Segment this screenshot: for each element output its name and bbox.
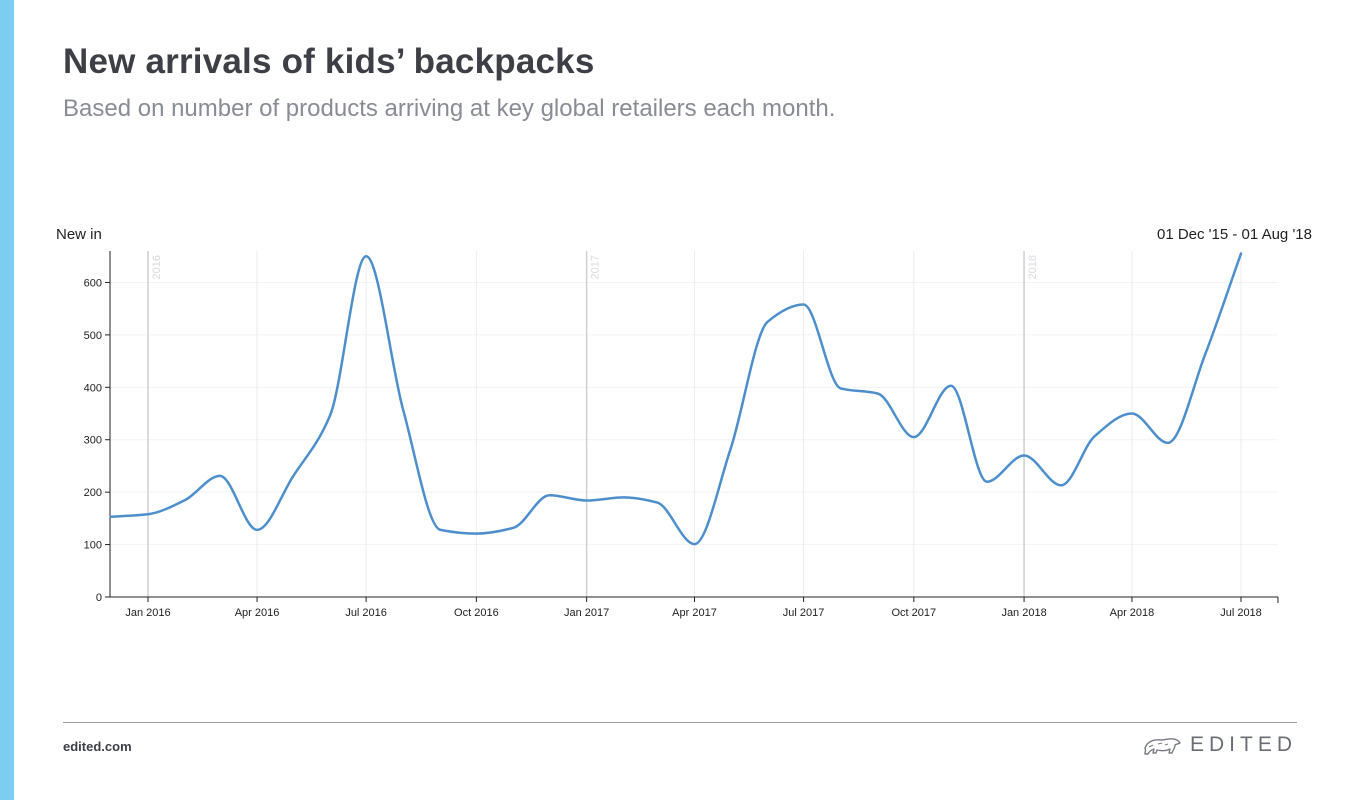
data-point [876,392,879,395]
gridlines: 2016 2017 2018 [110,251,1278,597]
brand-logo: EDITED [1142,733,1297,757]
data-point [475,532,478,535]
accent-bar [0,0,14,800]
y-tick-label: 300 [84,435,102,447]
data-point [693,543,696,546]
data-point [256,528,259,531]
data-point [329,414,332,417]
x-tick-label: Jul 2017 [783,607,825,619]
chart-title: New arrivals of kids’ backpacks [63,42,595,81]
data-point [622,496,625,499]
data-point [218,474,221,477]
data-point [585,499,588,502]
y-tick-label: 100 [84,540,102,552]
year-marker-label: 2017 [590,255,602,279]
data-point [802,303,805,306]
data-point [548,494,551,497]
y-tick-label: 0 [96,592,102,604]
x-tick-label: Jan 2016 [125,607,170,619]
data-point [839,387,842,390]
y-tick-label: 500 [84,330,102,342]
x-tick-label: Jan 2017 [564,607,609,619]
x-tick-label: Apr 2017 [672,607,717,619]
series-group [109,252,1243,546]
brand-name: EDITED [1189,733,1297,756]
data-point [912,436,915,439]
year-marker-label: 2018 [1027,255,1039,279]
footer-divider [63,722,1297,723]
x-tick-label: Oct 2016 [454,607,499,619]
data-point [1239,252,1242,255]
data-point [1203,353,1206,356]
data-point [439,528,442,531]
data-point [1130,412,1133,415]
x-tick-label: Apr 2016 [235,607,280,619]
y-axis-label: New in [56,226,102,243]
data-point [291,475,294,478]
data-point [656,501,659,504]
data-point [1166,441,1169,444]
axes [105,251,1279,603]
data-point [985,480,988,483]
polar-bear-icon [1144,738,1181,755]
tick-labels: 0 100 200 300 400 500 600 Jan 2016 Apr 2016 Jul 2… [84,277,1262,619]
data-point [766,320,769,323]
x-tick-label: Apr 2018 [1110,607,1155,619]
x-tick-label: Jul 2018 [1220,607,1262,619]
data-point [949,384,952,387]
data-point [365,255,368,258]
year-marker-label: 2016 [151,255,163,279]
x-tick-label: Jan 2018 [1001,607,1046,619]
data-point [1093,435,1096,438]
data-point [1023,454,1026,457]
data-point [729,448,732,451]
y-tick-label: 200 [84,487,102,499]
series-line [109,252,1243,546]
y-tick-label: 600 [84,277,102,289]
date-range-label: 01 Dec '15 - 01 Aug '18 [1156,226,1312,243]
data-point [402,409,405,412]
data-point [184,498,187,501]
footer-site-link[interactable]: edited.com [63,739,132,754]
data-point [146,513,149,516]
y-tick-label: 400 [84,382,102,394]
x-tick-label: Jul 2016 [345,607,387,619]
chart-subtitle: Based on number of products arriving at … [63,95,836,122]
data-point [1060,484,1063,487]
data-point [109,515,112,518]
data-point [512,526,515,529]
x-tick-label: Oct 2017 [891,607,936,619]
